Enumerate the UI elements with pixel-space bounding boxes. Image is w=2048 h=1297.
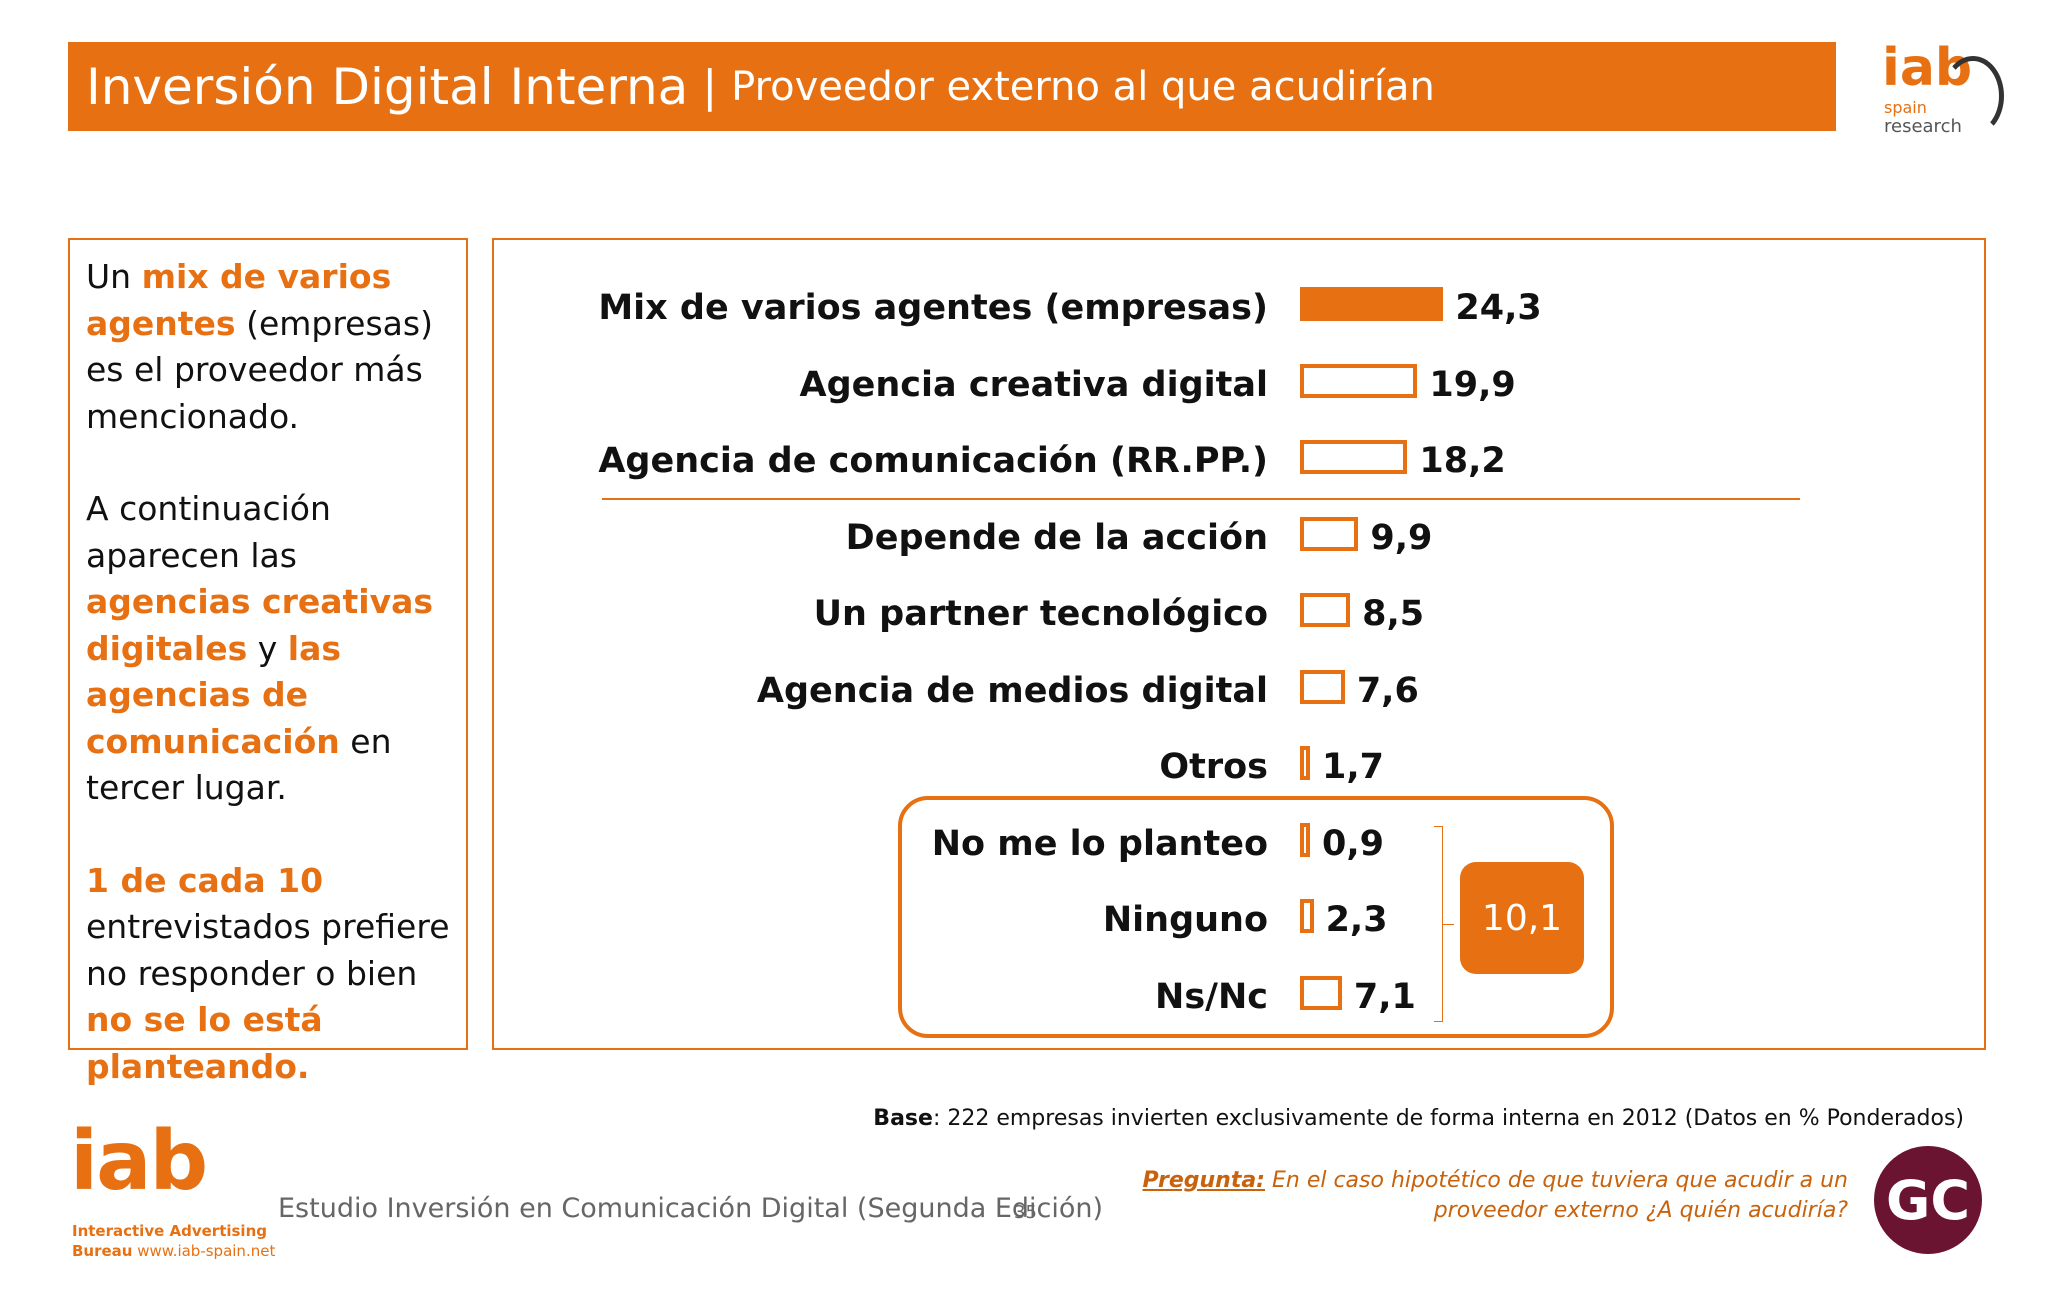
question-label: Pregunta: <box>1142 1168 1265 1193</box>
p3-segment-1: entrevistados prefiere no responder o bi… <box>86 907 450 993</box>
p2-segment-1: agencias creativas digitales <box>86 582 434 668</box>
summary-paragraph-3: 1 de cada 10 entrevistados prefiere no r… <box>86 858 450 1091</box>
header-bar: Inversión Digital Interna | Proveedor ex… <box>68 42 1836 131</box>
p1-segment-0: Un <box>86 257 142 296</box>
p2-segment-3: las agencias de comunicación <box>86 628 341 761</box>
summary-paragraph-1: Un mix de varios agentes (empresas) es e… <box>86 254 450 440</box>
question-note: Pregunta: En el caso hipotético de que t… <box>1088 1166 1848 1226</box>
p2-segment-4: en tercer lugar. <box>86 721 392 808</box>
logo-spain-text: spain <box>1884 98 1927 117</box>
p3-segment-0: 1 de cada 10 <box>86 860 324 900</box>
gc-logo-badge: GC <box>1874 1146 1982 1254</box>
study-title: Estudio Inversión en Comunicación Digita… <box>278 1193 1104 1224</box>
base-label: Base <box>873 1106 933 1131</box>
p2-segment-0: A continuación aparecen las <box>86 489 331 575</box>
logo-line-1: Interactive Advertising <box>72 1222 267 1240</box>
p1-segment-1: mix de varios agentes <box>86 257 392 343</box>
logo-research-text: research <box>1884 116 1962 137</box>
page-title: Inversión Digital Interna <box>86 57 689 116</box>
p2-segment-2: y <box>247 628 288 668</box>
logo-ring-icon <box>1942 56 2004 136</box>
title-separator: | <box>702 61 718 112</box>
page-subtitle: Proveedor externo al que acudirían <box>731 63 1435 110</box>
iab-research-logo: iab spain research <box>1882 38 2004 142</box>
summary-paragraph-2: A continuación aparecen las agencias cre… <box>86 486 450 812</box>
chart-frame <box>492 238 1986 1050</box>
logo-bureau: Bureau <box>72 1242 133 1260</box>
p3-segment-2: no se lo está planteando. <box>86 1000 323 1086</box>
base-note: Base: 222 empresas invierten exclusivame… <box>873 1106 1964 1131</box>
summary-panel: Un mix de varios agentes (empresas) es e… <box>68 238 468 1086</box>
page-number: 35 <box>1014 1202 1037 1223</box>
question-text: En el caso hipotético de que tuviera que… <box>1264 1168 1848 1223</box>
p1-segment-2: (empresas) es el proveedor más mencionad… <box>86 303 433 436</box>
iab-logo-mark-bottom: iab <box>70 1114 208 1209</box>
iab-logo-bottom: iab Interactive Advertising Bureau www.i… <box>70 1114 290 1260</box>
logo-url: www.iab-spain.net <box>132 1242 276 1260</box>
logo-line-2: Bureau www.iab-spain.net <box>72 1242 275 1260</box>
base-text: : 222 empresas invierten exclusivamente … <box>932 1106 1964 1131</box>
